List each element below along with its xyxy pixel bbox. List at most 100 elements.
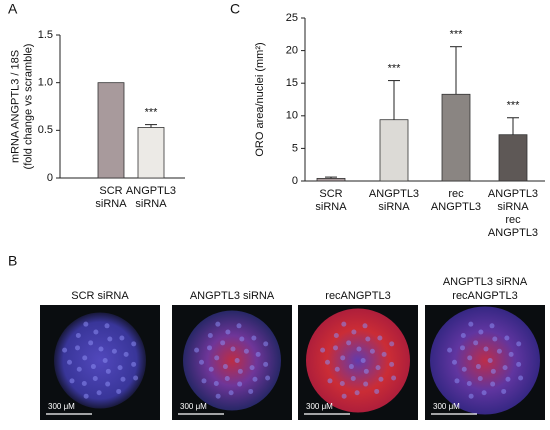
bar [316,177,346,182]
nucleus [369,348,375,354]
nucleus [131,361,137,367]
nucleus [222,364,228,370]
nucleus [117,365,123,371]
nucleus [220,340,226,346]
nucleus [518,375,524,381]
nucleus [454,378,460,384]
nucleus [123,351,129,357]
nucleus [340,355,346,361]
nucleus [104,323,110,329]
nucleus [341,393,347,399]
x-tick-label: ANGPTL3 [488,227,538,239]
nucleus [473,340,479,346]
nucleus [251,335,257,341]
nucleus [516,361,522,367]
significance-label: *** [388,62,402,74]
nucleus [360,358,366,363]
nucleus [466,380,472,386]
y-axis-label: (fold change vs scramble) [22,44,34,170]
y-tick-label: 15 [286,77,298,89]
nucleus [107,336,113,342]
nucleus [76,366,82,372]
nucleus [263,361,269,367]
nucleus [374,388,380,394]
nucleus [333,333,339,339]
nucleus [501,388,507,394]
nucleus [69,378,75,384]
y-tick-label: 1.0 [38,77,53,89]
nucleus [348,364,354,370]
nucleus [504,335,510,341]
nucleus [487,358,493,363]
nucleus [325,359,331,365]
image-title: ANGPTL3 siRNA [443,276,528,288]
nucleus [225,329,231,335]
nucleus [502,365,508,371]
cell-cluster [306,308,410,413]
nucleus [505,376,511,382]
scale-bar-label: 300 μM [433,402,460,411]
y-axis-label: ORO area/nuclei (mm²) [254,42,266,156]
y-tick-label: 0 [47,172,53,184]
nucleus [82,355,88,361]
y-tick-label: 0.5 [38,124,53,136]
scale-bar-label: 300 μM [180,402,207,411]
nucleus [67,359,73,365]
nucleus [490,368,496,374]
nucleus [263,341,269,347]
nucleus [365,336,371,342]
x-tick-label: siRNA [95,198,127,210]
nucleus [98,346,104,352]
image-title: SCR siRNA [71,290,129,302]
nucleus [468,321,474,327]
panel-label: A [8,1,18,17]
x-tick-label: rec [448,188,464,200]
nucleus [215,393,221,399]
nucleus [354,390,360,396]
bar [441,93,471,182]
nucleus [120,376,126,382]
nucleus [377,335,383,341]
nucleus [477,376,483,382]
nucleus [207,345,213,351]
nucleus [237,381,243,387]
nucleus [490,381,496,387]
nucleus [131,341,137,347]
nucleus [496,348,502,354]
nucleus [363,381,369,387]
bar [137,127,165,179]
nucleus [339,380,345,386]
nucleus [334,366,340,372]
nucleus [350,376,356,382]
nucleus [375,365,381,371]
x-tick-label: ANGPTL3 [126,185,176,197]
y-tick-label: 5 [292,142,298,154]
y-tick-label: 1.5 [38,29,53,41]
nucleus [207,333,213,339]
x-tick-label: siRNA [315,201,347,213]
nucleus [467,355,473,361]
nucleus [215,321,221,327]
nucleus [481,390,487,396]
nucleus [265,375,271,381]
y-tick-label: 10 [286,110,298,122]
cell-cluster [183,310,281,411]
image-title: recANGPTL3 [325,290,390,302]
nucleus [224,376,230,382]
nucleus [492,336,498,342]
x-tick-label: rec [505,214,521,226]
x-tick-label: SCR [319,188,342,200]
nucleus [213,380,219,386]
nucleus [447,347,453,353]
image-title: recANGPTL3 [452,290,517,302]
nucleus [346,340,352,346]
nucleus [237,368,243,374]
nucleus [460,333,466,339]
nucleus [468,393,474,399]
bar [97,82,125,179]
x-tick-label: siRNA [135,198,167,210]
nucleus [460,345,466,351]
nucleus [81,380,87,386]
nucleus [389,361,395,367]
